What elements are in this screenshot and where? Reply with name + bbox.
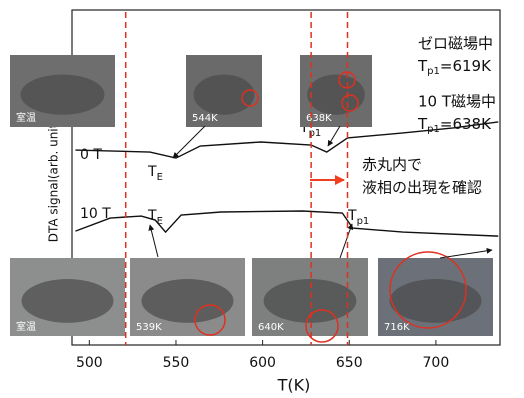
page: {"chart_data": { "type": "line", "xlabel… [0, 0, 524, 398]
photo-label: 716K [384, 322, 410, 333]
point-label: TE [147, 208, 163, 227]
annotation: 10 T磁場中 [418, 93, 496, 111]
photo-label: 539K [136, 322, 162, 333]
specimen [22, 279, 114, 323]
x-axis-label: T(K) [277, 376, 311, 395]
annotation: 赤丸内で [362, 156, 422, 174]
point-label-base: T [147, 208, 157, 224]
point-label-base: T [147, 164, 157, 180]
annotation-rest: =619K [440, 57, 492, 75]
annotation: Tp1=638K [417, 115, 492, 136]
point-label: TE [147, 164, 163, 183]
annotation: 液相の出現を確認 [362, 179, 482, 197]
point-label-sub: E [157, 216, 163, 227]
photo-label: 638K [306, 113, 332, 124]
annotation-sub: p1 [427, 66, 440, 77]
x-tick-label: 600 [249, 355, 276, 371]
specimen [194, 74, 255, 114]
photo-label: 室温 [16, 111, 36, 124]
point-label-sub: E [157, 172, 163, 183]
point-label-sub: p1 [357, 216, 370, 227]
y-axis-label: DTA signal(arb. units) [47, 113, 61, 243]
photo-label: 640K [258, 322, 284, 333]
annotation-sub: p1 [427, 124, 440, 135]
annotation: Tp1=619K [417, 57, 492, 78]
x-tick-label: 500 [76, 355, 103, 371]
arrow [340, 224, 352, 258]
x-tick-label: 650 [336, 355, 363, 371]
series-label: 0 T [80, 147, 102, 163]
specimen [142, 279, 234, 323]
photo-label: 544K [192, 113, 218, 124]
arrow [440, 250, 492, 258]
specimen [390, 279, 482, 323]
x-tick-label: 700 [423, 355, 450, 371]
x-tick-label: 550 [163, 355, 190, 371]
arrow [150, 225, 158, 257]
photo-label: 室温 [16, 320, 36, 333]
point-label-base: T [347, 208, 357, 224]
arrow [173, 126, 205, 158]
arrow [328, 126, 340, 146]
specimen [21, 74, 105, 114]
series-line [75, 211, 498, 236]
annotation-rest: =638K [440, 115, 492, 133]
chart: 500 550 600 650 700 T(K) DTA signal(arb. units… [0, 0, 524, 398]
annotation: ゼロ磁場中 [418, 35, 493, 53]
series-label: 10 T [80, 206, 111, 222]
